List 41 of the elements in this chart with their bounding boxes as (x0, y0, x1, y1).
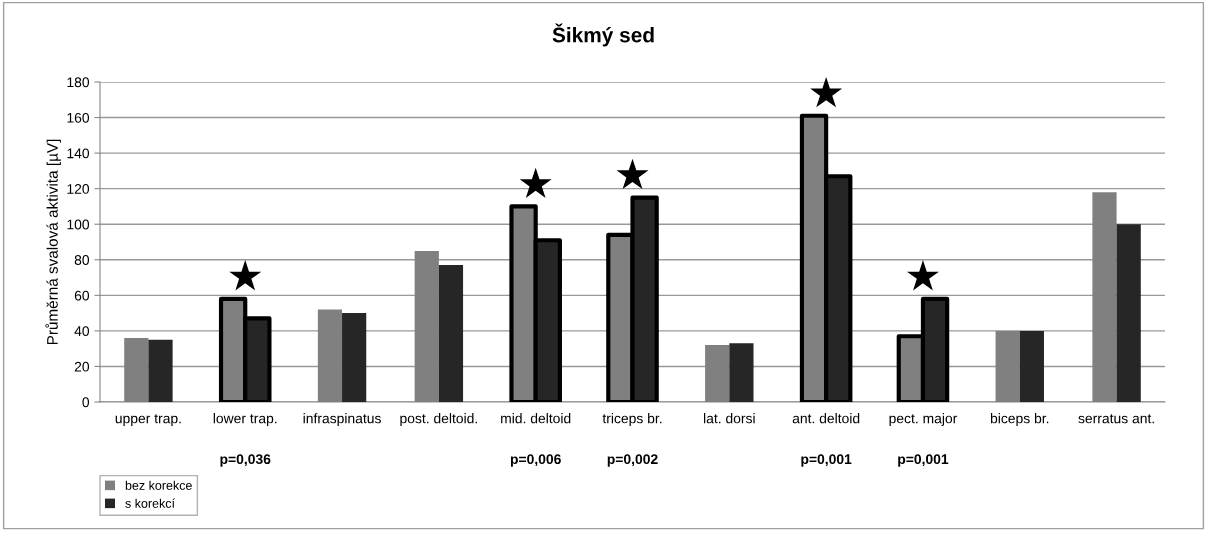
y-tick-label: 0 (82, 397, 90, 408)
bar (1116, 224, 1141, 402)
y-tick-label: 140 (67, 148, 90, 159)
text: p=0,006 (510, 454, 561, 467)
x-tick-label: mid. deltoid (501, 413, 571, 424)
y-tick-label: 160 (67, 112, 90, 123)
x-tick-label: biceps br. (990, 413, 1049, 427)
text: p=0,001 (801, 454, 852, 467)
x-tick-label: pect. major (889, 413, 958, 427)
y-tick-label: 120 (67, 184, 90, 194)
bar (148, 339, 173, 402)
legend-label: s korekcí (125, 498, 175, 508)
text: p=0,036 (220, 454, 271, 467)
y-tick-label: 20 (74, 361, 90, 372)
annotation: ★ (906, 260, 939, 291)
x-tick-label: post. deltoid. (400, 413, 477, 427)
x-tick-label: lower trap. (213, 413, 277, 427)
bar (1019, 330, 1044, 402)
x-tick-label: upper trap. (115, 414, 181, 427)
y-tick-label: 80 (74, 255, 90, 265)
annotation: ★ (616, 158, 649, 190)
bar (438, 265, 464, 402)
x-tick-label: infraspinatus (303, 413, 381, 427)
text: p=0,001 (898, 454, 949, 467)
bar (729, 343, 754, 402)
chart-title: Šikmý sed (552, 23, 654, 47)
annotation: ★ (229, 260, 262, 291)
y-tick-label: 60 (74, 290, 90, 301)
y-tick-label: 100 (67, 219, 90, 230)
y-axis-title: Průměrná svalová aktivita [µV] (45, 139, 61, 345)
x-tick-label: triceps br. (602, 413, 662, 427)
y-tick-label: 40 (74, 326, 90, 337)
x-tick-label: ant. deltoid (792, 413, 860, 424)
y-tick-label: 180 (67, 77, 90, 88)
x-tick-label: lat. dorsi (704, 413, 755, 424)
bar (342, 313, 367, 402)
annotation: ★ (519, 167, 552, 198)
text: p=0,002 (607, 454, 658, 467)
annotation: ★ (810, 77, 843, 108)
x-tick-label: serratus ant. (1078, 414, 1154, 424)
legend-label: bez korekce (125, 480, 192, 490)
